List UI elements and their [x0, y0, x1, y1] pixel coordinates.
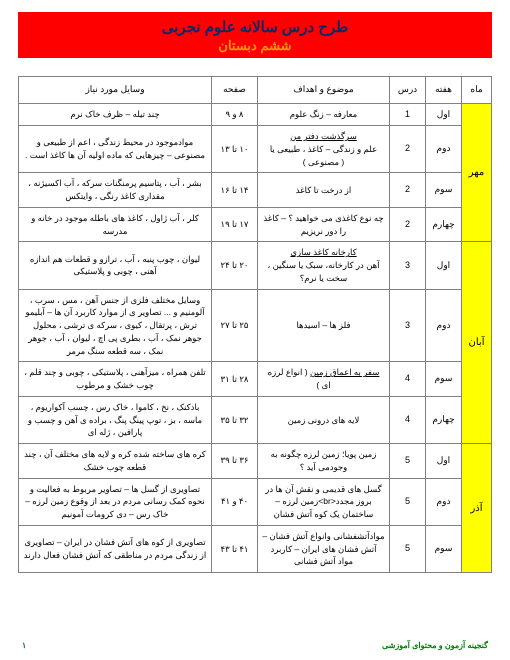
lesson-cell: 4 [390, 396, 426, 443]
topic-cell: سرگذشت دفتر منعلم و زندگی – کاغذ ، طبیعی… [258, 126, 390, 173]
topic-cell: معارفه – زنگ علوم [258, 103, 390, 126]
footer-text: گنجینه آزمون و محتوای آموزشی [382, 641, 488, 650]
topic-cell: کارخانه کاغذ سازیآهن در کارخانه، سبک یا … [258, 242, 390, 289]
table-row: چهارم4لایه های درونی زمین۳۲ تا ۳۵بادکنک … [19, 396, 492, 443]
page-cell: ۲۵ تا ۲۷ [212, 289, 258, 362]
page-cell: ۴۰ و ۴۱ [212, 478, 258, 525]
table-row: دوم2سرگذشت دفتر منعلم و زندگی – کاغذ ، ط… [19, 126, 492, 173]
lesson-cell: 4 [390, 362, 426, 397]
table-row: سوم2از درخت تا کاغذ۱۴ تا ۱۶بشر ، آب ، پت… [19, 173, 492, 208]
footer-page: ۱ [22, 641, 26, 650]
week-cell: سوم [426, 173, 462, 208]
week-cell: سوم [426, 362, 462, 397]
topic-cell: لایه های درونی زمین [258, 396, 390, 443]
table-row: مهراول1معارفه – زنگ علوم۸ و ۹چند تیله – … [19, 103, 492, 126]
col-topic: موضوع و اهداف [258, 77, 390, 104]
tools-cell: تصاویری از گسل ها – تصاویر مربوط به فعال… [19, 478, 212, 525]
week-cell: چهارم [426, 396, 462, 443]
page-cell: ۳۲ تا ۳۵ [212, 396, 258, 443]
title-line1: طرح درس سالانه علوم تجربی [18, 18, 492, 36]
tools-cell: وسایل مختلف فلزی از جنس آهن ، مس ، سرب ،… [19, 289, 212, 362]
month-cell: مهر [462, 103, 492, 242]
col-month: ماه [462, 77, 492, 104]
tools-cell: چند تیله – ظرف خاک نرم [19, 103, 212, 126]
lesson-cell: 3 [390, 289, 426, 362]
topic-cell: سفر به اعماق زمین ( انواع لرزهای ) [258, 362, 390, 397]
col-tools: وسایل مورد نیاز [19, 77, 212, 104]
tools-cell: بادکنک ، نخ ، کاموا ، خاک رس ، چسب آکوار… [19, 396, 212, 443]
table-row: آباناول3کارخانه کاغذ سازیآهن در کارخانه،… [19, 242, 492, 289]
page-cell: ۱۴ تا ۱۶ [212, 173, 258, 208]
col-week: هفته [426, 77, 462, 104]
week-cell: دوم [426, 478, 462, 525]
lesson-cell: 2 [390, 207, 426, 242]
page-cell: ۸ و ۹ [212, 103, 258, 126]
topic-cell: چه نوع کاغذی می خواهید ؟ – کاغذ را دور ن… [258, 207, 390, 242]
tools-cell: کلر ، آب ژاول ، کاغذ های باطله موجود در … [19, 207, 212, 242]
tools-cell: موادموجود در محیط زندگی ، اعم از طبیعی و… [19, 126, 212, 173]
table-row: دوم3فلز ها – اسیدها۲۵ تا ۲۷وسایل مختلف ف… [19, 289, 492, 362]
header-row: ماه هفته درس موضوع و اهداف صفحه وسایل مو… [19, 77, 492, 104]
week-cell: اول [426, 444, 462, 479]
month-cell: آذر [462, 444, 492, 573]
week-cell: دوم [426, 289, 462, 362]
table-row: سوم5موادآتشفشانی وانواع آتش فشان – آتش ف… [19, 525, 492, 572]
col-lesson: درس [390, 77, 426, 104]
tools-cell: تلفن همراه ، میزآهنی ، پلاستیکی ، چوبی و… [19, 362, 212, 397]
page-cell: ۲۸ تا ۳۱ [212, 362, 258, 397]
page-cell: ۱۷ تا ۱۹ [212, 207, 258, 242]
lesson-cell: 1 [390, 103, 426, 126]
page-cell: ۲۰ تا ۲۴ [212, 242, 258, 289]
tools-cell: تصاویری از کوه های آتش فشان در ایران – ت… [19, 525, 212, 572]
topic-cell: زمین پویا؛ زمین لرزه چگونه به وجودمی آید… [258, 444, 390, 479]
page-cell: ۴۱ تا ۴۳ [212, 525, 258, 572]
table-row: آذراول5زمین پویا؛ زمین لرزه چگونه به وجو… [19, 444, 492, 479]
lesson-cell: 5 [390, 478, 426, 525]
week-cell: اول [426, 242, 462, 289]
footer: گنجینه آزمون و محتوای آموزشی ۱ [22, 641, 488, 650]
topic-cell: موادآتشفشانی وانواع آتش فشان – آتش فشان … [258, 525, 390, 572]
topic-cell: از درخت تا کاغذ [258, 173, 390, 208]
page-cell: ۱۰ تا ۱۳ [212, 126, 258, 173]
lesson-cell: 2 [390, 126, 426, 173]
lesson-cell: 2 [390, 173, 426, 208]
table-row: چهارم2چه نوع کاغذی می خواهید ؟ – کاغذ را… [19, 207, 492, 242]
table-row: سوم4سفر به اعماق زمین ( انواع لرزهای )۲۸… [19, 362, 492, 397]
table-row: دوم5گسل های قدیمی و نقش آن ها در بروز مج… [19, 478, 492, 525]
week-cell: چهارم [426, 207, 462, 242]
lesson-cell: 5 [390, 444, 426, 479]
title-line2: ششم دبستان [18, 38, 492, 54]
tools-cell: کره های ساخته شده کره و لایه های مختلف آ… [19, 444, 212, 479]
month-cell: آبان [462, 242, 492, 444]
topic-cell: گسل های قدیمی و نقش آن ها در بروز مجدد<b… [258, 478, 390, 525]
tools-cell: بشر ، آب ، پتاسیم پرمنگنات سرکه ، آب اکس… [19, 173, 212, 208]
lesson-cell: 3 [390, 242, 426, 289]
tools-cell: لیوان ، چوب پنبه ، آب ، ترازو و قطعات هم… [19, 242, 212, 289]
col-page: صفحه [212, 77, 258, 104]
title-band: طرح درس سالانه علوم تجربی ششم دبستان [18, 12, 492, 58]
topic-cell: فلز ها – اسیدها [258, 289, 390, 362]
week-cell: اول [426, 103, 462, 126]
lesson-plan-table: ماه هفته درس موضوع و اهداف صفحه وسایل مو… [18, 76, 492, 573]
week-cell: سوم [426, 525, 462, 572]
lesson-cell: 5 [390, 525, 426, 572]
week-cell: دوم [426, 126, 462, 173]
page-cell: ۳۶ تا ۳۹ [212, 444, 258, 479]
